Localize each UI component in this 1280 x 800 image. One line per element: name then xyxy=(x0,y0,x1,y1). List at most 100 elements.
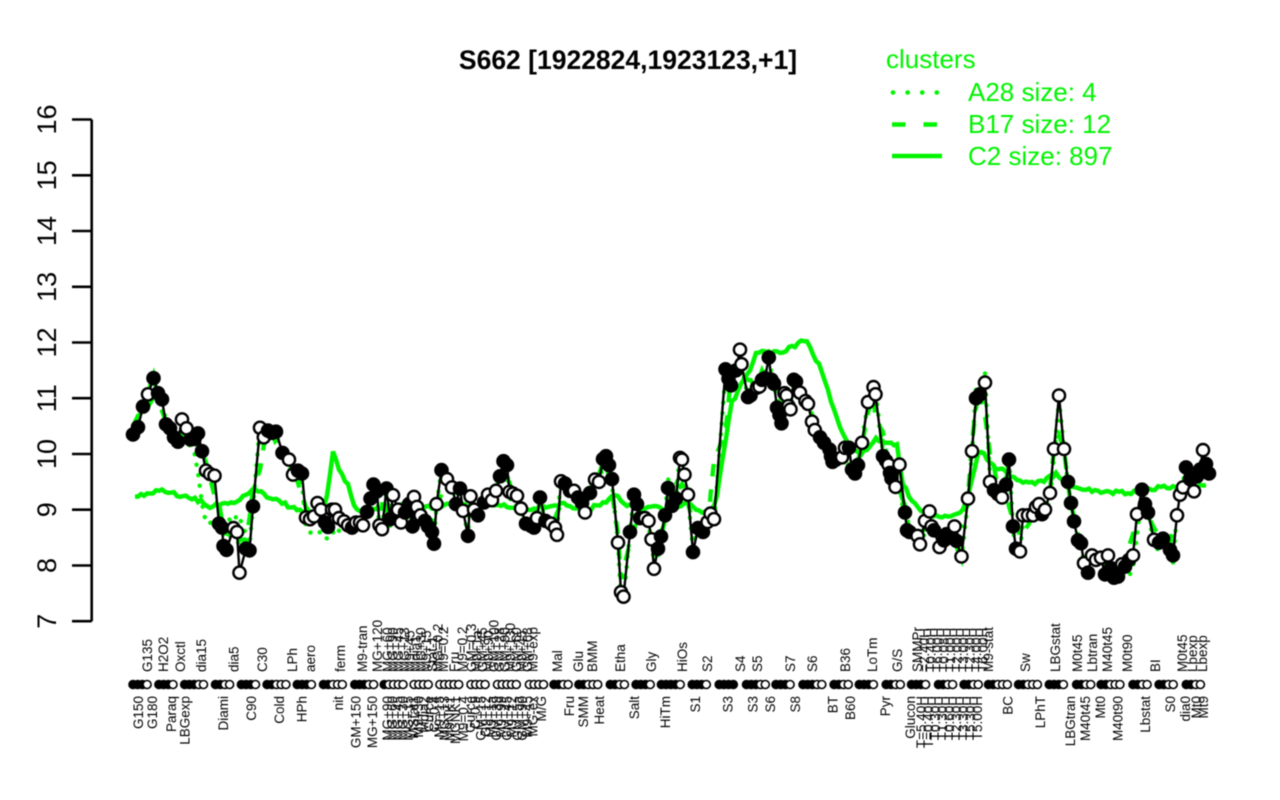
svg-text:B36: B36 xyxy=(838,648,853,672)
svg-text:HiOs: HiOs xyxy=(675,642,690,672)
svg-text:T3.00H: T3.00H xyxy=(956,628,971,672)
svg-text:BMM: BMM xyxy=(585,641,600,673)
svg-text:T2.00H: T2.00H xyxy=(950,628,965,672)
svg-text:LoTm: LoTm xyxy=(865,637,880,672)
svg-text:Stat-1: Stat-1 xyxy=(425,636,440,672)
svg-text:M9+1a: M9+1a xyxy=(470,630,485,672)
svg-text:MG+45: MG+45 xyxy=(390,696,405,741)
svg-text:Paraq: Paraq xyxy=(164,696,179,732)
svg-text:10: 10 xyxy=(32,439,62,469)
svg-text:M9=0.4: M9=0.4 xyxy=(456,696,471,742)
svg-text:HiTm: HiTm xyxy=(658,696,673,728)
svg-text:LPh: LPh xyxy=(285,648,300,672)
svg-text:S3: S3 xyxy=(746,696,761,713)
svg-text:C=0.4: C=0.4 xyxy=(427,696,442,733)
svg-text:Glucon: Glucon xyxy=(903,696,918,739)
svg-text:Lbtran: Lbtran xyxy=(1085,634,1100,672)
svg-text:SMMPr: SMMPr xyxy=(910,627,925,673)
svg-text:GM+60: GM+60 xyxy=(509,627,524,672)
svg-text:aero: aero xyxy=(303,645,318,672)
svg-text:Fru: Fru xyxy=(447,652,462,672)
svg-text:S1: S1 xyxy=(688,696,703,713)
svg-text:nit: nit xyxy=(331,696,346,711)
svg-text:BC: BC xyxy=(1001,696,1016,715)
svg-text:S0: S0 xyxy=(1163,696,1178,713)
svg-text:S6: S6 xyxy=(805,655,820,672)
svg-text:8: 8 xyxy=(32,558,62,573)
svg-text:Mal: Mal xyxy=(550,650,565,672)
svg-text:S662 [1922824,1923123,+1]: S662 [1922824,1923123,+1] xyxy=(459,45,797,75)
svg-text:T0.60H: T0.60H xyxy=(942,696,957,740)
svg-text:LPhT: LPhT xyxy=(1033,696,1048,728)
svg-text:GM=0.3: GM=0.3 xyxy=(464,624,479,672)
svg-text:M9+30: M9+30 xyxy=(411,696,426,738)
svg-text:Mt0: Mt0 xyxy=(1093,696,1108,719)
svg-text:M9+15: M9+15 xyxy=(419,630,434,672)
svg-text:Oxctl: Oxctl xyxy=(173,641,188,672)
svg-text:S2: S2 xyxy=(700,655,715,672)
svg-text:T5.30H: T5.30H xyxy=(963,696,978,740)
svg-text:M9+12: M9+12 xyxy=(505,696,520,738)
svg-text:MG+30: MG+30 xyxy=(414,627,429,672)
svg-text:S3: S3 xyxy=(721,696,736,713)
svg-text:T6.00H: T6.00H xyxy=(930,628,945,672)
svg-text:M0t45: M0t45 xyxy=(1070,634,1085,672)
svg-text:GM+39: GM+39 xyxy=(489,696,504,741)
svg-text:M40t45: M40t45 xyxy=(1100,627,1115,672)
svg-text:15: 15 xyxy=(32,160,62,190)
svg-text:B60: B60 xyxy=(843,696,858,720)
svg-text:Fru: Fru xyxy=(562,696,577,716)
svg-text:16: 16 xyxy=(32,104,62,134)
svg-text:Mdia1: Mdia1 xyxy=(408,635,423,672)
svg-text:M9+130: M9+130 xyxy=(503,623,518,672)
svg-text:LBGexp: LBGexp xyxy=(178,696,193,745)
svg-text:MG+45: MG+45 xyxy=(391,627,406,672)
svg-text:M40t90: M40t90 xyxy=(1111,696,1126,741)
svg-text:M9+1a: M9+1a xyxy=(484,696,499,738)
svg-text:T0.40H: T0.40H xyxy=(924,628,939,672)
svg-text:Diami: Diami xyxy=(216,696,231,731)
svg-text:MG-ex: MG-ex xyxy=(525,696,540,737)
svg-text:Salt: Salt xyxy=(627,696,642,720)
svg-text:13: 13 xyxy=(32,272,62,302)
svg-text:MStat1: MStat1 xyxy=(406,696,421,739)
svg-text:M9+45: M9+45 xyxy=(520,696,535,738)
svg-text:clusters: clusters xyxy=(886,44,976,74)
svg-text:M9-exp: M9-exp xyxy=(526,627,541,672)
svg-text:GM+15: GM+15 xyxy=(473,696,488,741)
svg-text:S6: S6 xyxy=(763,696,778,713)
svg-text:M0t45: M0t45 xyxy=(1175,634,1190,672)
svg-text:GM+150: GM+150 xyxy=(349,696,364,748)
svg-text:T=0.40H: T=0.40H xyxy=(921,696,936,748)
svg-text:G150: G150 xyxy=(131,696,146,729)
svg-text:LBGtran: LBGtran xyxy=(1063,696,1078,746)
svg-text:S5: S5 xyxy=(750,655,765,672)
svg-text:GM+90: GM+90 xyxy=(498,627,513,672)
svg-text:C30: C30 xyxy=(255,647,270,672)
svg-text:M9+45: M9+45 xyxy=(402,630,417,672)
svg-text:HPh: HPh xyxy=(295,696,310,722)
svg-text:S7: S7 xyxy=(783,655,798,672)
svg-text:GM+28: GM+28 xyxy=(492,627,507,672)
svg-text:M9+45: M9+45 xyxy=(514,630,529,672)
svg-text:GM+5a: GM+5a xyxy=(510,696,525,741)
svg-text:H2O2: H2O2 xyxy=(156,637,171,672)
svg-text:MG=0.2: MG=0.2 xyxy=(430,624,445,672)
svg-text:S8: S8 xyxy=(788,696,803,713)
svg-text:GM+45: GM+45 xyxy=(475,627,490,672)
svg-text:ferm: ferm xyxy=(333,645,348,672)
svg-text:Glu: Glu xyxy=(571,651,586,672)
svg-text:M40t45: M40t45 xyxy=(1078,696,1093,741)
svg-text:T1.00H: T1.00H xyxy=(943,628,958,672)
svg-text:T0.30H: T0.30H xyxy=(928,696,943,740)
svg-text:Sw: Sw xyxy=(1018,653,1033,672)
svg-text:GM+100: GM+100 xyxy=(486,620,501,672)
svg-text:M9NK1: M9NK1 xyxy=(442,696,457,741)
svg-text:MG+120: MG+120 xyxy=(370,620,385,672)
svg-text:Pyr: Pyr xyxy=(878,695,893,716)
svg-text:T0.08H: T0.08H xyxy=(937,628,952,672)
svg-text:dia0: dia0 xyxy=(1178,696,1193,722)
svg-text:MG+60: MG+60 xyxy=(380,627,395,672)
svg-text:G9+12: G9+12 xyxy=(479,696,494,737)
svg-text:14: 14 xyxy=(32,216,62,246)
